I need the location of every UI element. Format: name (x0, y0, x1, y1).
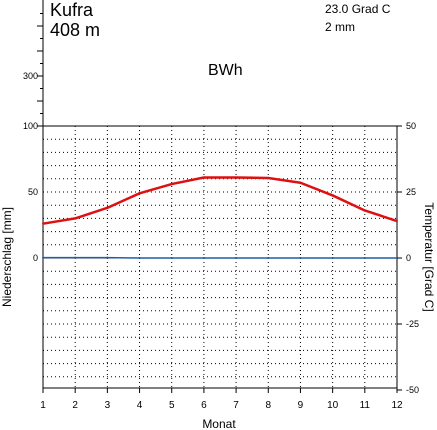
temperature-point (363, 209, 366, 212)
temperature-point (138, 192, 141, 195)
right-tick-label: 50 (406, 121, 416, 131)
right-tick-label: 25 (406, 187, 416, 197)
right-tick-label: -50 (406, 385, 419, 395)
annual-temperature: 23.0 Grad C (325, 2, 391, 16)
station-name: Kufra (50, 0, 94, 20)
temperature-line (42, 176, 398, 225)
precipitation-point (138, 257, 141, 259)
x-axis-label: Monat (202, 417, 236, 430)
precipitation-point (363, 257, 366, 259)
temperature-point (74, 217, 77, 220)
x-tick-label: 11 (360, 400, 371, 411)
precipitation-point (331, 257, 334, 259)
x-tick-label: 2 (72, 400, 78, 411)
climate-classification: BWh (208, 62, 243, 79)
x-tick-label: 8 (265, 400, 271, 411)
right-axis-label: Temperatur [Grad C] (422, 202, 436, 311)
precipitation-point (299, 257, 302, 259)
station-elevation: 408 m (50, 20, 101, 40)
temperature-point (170, 183, 173, 186)
grid-layer (43, 126, 397, 388)
right-tick-label: -25 (406, 319, 419, 329)
annual-precipitation: 2 mm (325, 20, 355, 34)
left-axis-label: Niederschlag [mm] (0, 207, 14, 307)
x-tick-label: 9 (298, 400, 304, 411)
temperature-point (42, 222, 44, 225)
x-tick-label: 6 (201, 400, 207, 411)
upper-precip-axis (37, 0, 44, 127)
precipitation-point (42, 256, 44, 259)
precipitation-point (170, 257, 173, 259)
x-tick-label: 7 (233, 400, 239, 411)
x-tick-label: 12 (391, 400, 403, 411)
temperature-point (331, 194, 334, 197)
x-tick-label: 3 (105, 400, 111, 411)
x-tick-label: 5 (169, 400, 175, 411)
series-layer (42, 176, 398, 259)
left-tick-label: 50 (28, 187, 38, 197)
right-tick-label: 0 (406, 253, 411, 263)
precipitation-point (267, 257, 270, 259)
left-tick-label: 300 (23, 71, 38, 81)
temperature-point (267, 177, 270, 180)
x-tick-label: 10 (327, 400, 339, 411)
temperature-point (299, 181, 302, 184)
left-tick-label: 0 (33, 253, 38, 263)
precipitation-point (202, 257, 205, 259)
temperature-point (235, 176, 238, 179)
x-tick-label: 4 (137, 400, 143, 411)
temperature-point (202, 176, 205, 179)
temperature-point (106, 206, 109, 209)
precipitation-point (106, 256, 109, 259)
x-tick-label: 1 (40, 400, 46, 411)
temperature-point (396, 220, 398, 223)
left-tick-label: 100 (23, 121, 38, 131)
precipitation-point (235, 257, 238, 259)
precipitation-point (74, 256, 77, 259)
